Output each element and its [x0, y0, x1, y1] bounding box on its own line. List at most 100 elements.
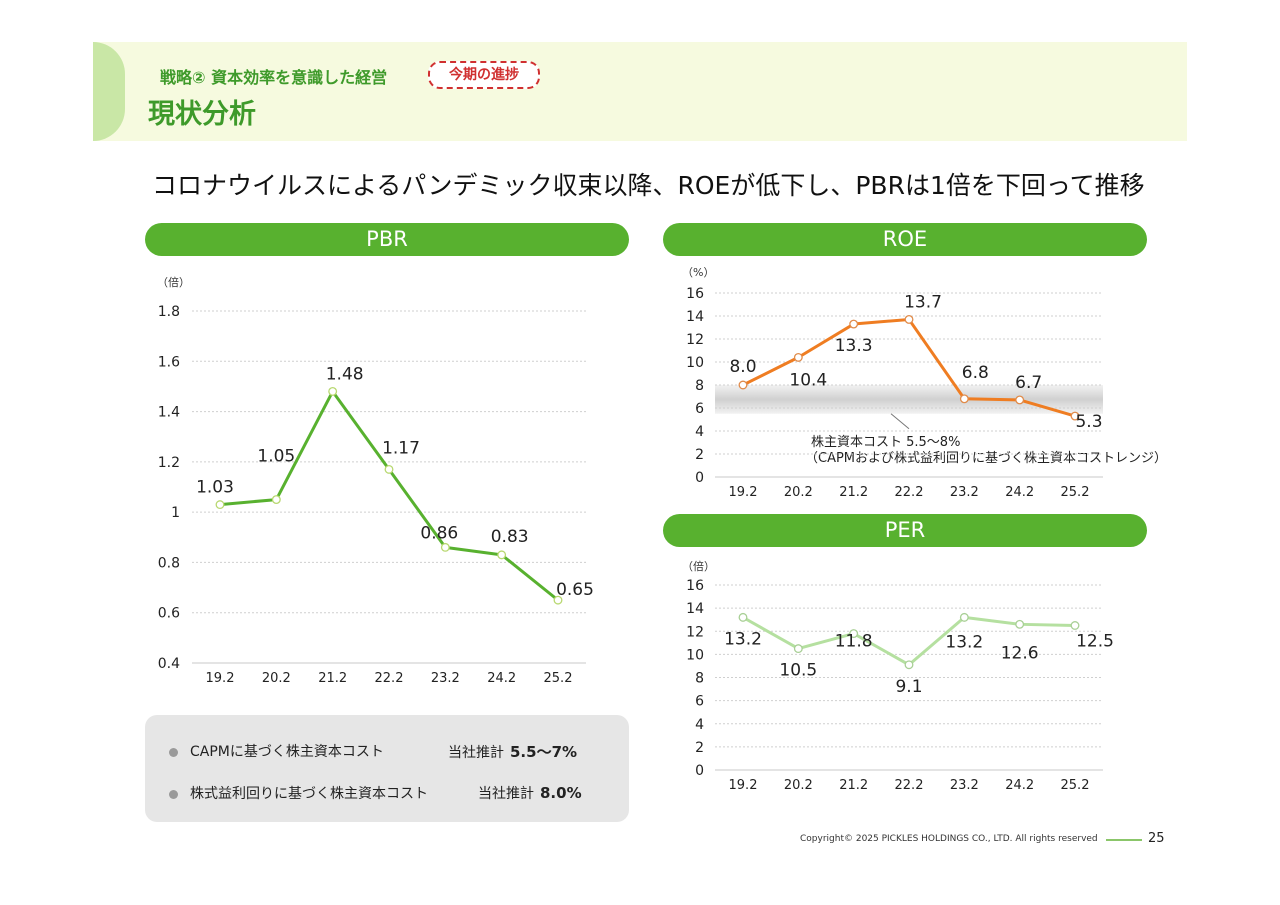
pbr-data-label: 0.65 [556, 580, 594, 600]
band-label: 株主資本コスト 5.5～8% [811, 435, 960, 450]
copyright: Copyright© 2025 PICKLES HOLDINGS CO., LT… [800, 834, 1098, 844]
pbr-x-tick-label: 23.2 [431, 671, 460, 686]
pbr-data-point [553, 595, 563, 605]
note-row-earnings-yield: 株式益利回りに基づく株主資本コスト [169, 783, 428, 803]
pbr-y-tick-label: 1 [171, 505, 180, 521]
per-title-pill: PER [663, 514, 1147, 547]
roe-y-tick-label: 12 [686, 332, 704, 348]
per-data-label: 13.2 [945, 632, 983, 652]
note-prefix: 当社推計 [448, 745, 504, 761]
per-x-tick-label: 19.2 [729, 778, 758, 793]
per-data-point [738, 612, 748, 622]
note-row-capm: CAPMに基づく株主資本コスト [169, 741, 384, 761]
roe-y-tick-label: 16 [686, 286, 704, 302]
section-kicker: 戦略② 資本効率を意識した経営 [160, 68, 388, 87]
pbr-y-tick-label: 0.8 [158, 555, 180, 571]
pbr-y-tick-label: 1.6 [158, 354, 180, 370]
roe-y-tick-label: 0 [695, 470, 704, 486]
roe-data-label: 6.8 [962, 363, 989, 383]
band-sublabel: （CAPMおよび株式益利回りに基づく株主資本コストレンジ） [805, 451, 1167, 466]
roe-data-label: 8.0 [729, 357, 756, 377]
footer-rule [1106, 839, 1142, 841]
per-y-tick-label: 12 [686, 624, 704, 640]
per-y-tick-label: 0 [695, 763, 704, 779]
roe-x-tick-label: 23.2 [950, 485, 979, 500]
per-chart: （倍） 0 2 4 6 8 10 12 14 16 19.2 20.2 21.2 22.2 23.2 24.2… [682, 559, 1114, 793]
pbr-data-point [384, 464, 394, 474]
pbr-y-tick-label: 1.2 [158, 455, 180, 471]
pbr-x-tick-label: 20.2 [262, 671, 291, 686]
roe-y-tick-label: 4 [695, 424, 704, 440]
per-x-tick-label: 25.2 [1061, 778, 1090, 793]
per-y-tick-label: 10 [686, 647, 704, 663]
note-value: 5.5～7% [510, 743, 578, 761]
roe-y-tick-label: 10 [686, 355, 704, 371]
per-data-label: 12.5 [1076, 631, 1114, 651]
roe-unit-label: （%） [682, 266, 714, 279]
roe-chart: （%） 株主資本コスト 5.5～8%（CAPMおよび株式益利回りに基づく株主資本コ… [682, 266, 1167, 500]
per-data-point [849, 629, 859, 639]
pbr-data-label: 1.03 [196, 478, 234, 498]
cost-of-equity-note: CAPMに基づく株主資本コスト 当社推計 5.5～7% 株式益利回りに基づく株主資… [145, 715, 629, 822]
per-x-tick-label: 23.2 [950, 778, 979, 793]
pbr-y-tick-label: 0.6 [158, 606, 180, 622]
per-data-point [1070, 621, 1080, 630]
per-x-tick-label: 21.2 [839, 778, 868, 793]
roe-x-tick-label: 20.2 [784, 485, 813, 500]
bullet-icon [169, 747, 178, 757]
roe-y-tick-label: 8 [695, 378, 704, 394]
per-data-point [793, 644, 803, 654]
pbr-y-tick-label: 1.4 [158, 405, 180, 421]
roe-data-label: 5.3 [1075, 412, 1102, 432]
per-y-tick-label: 14 [686, 601, 704, 617]
per-data-label: 10.5 [779, 661, 817, 681]
pbr-unit-label: （倍） [157, 275, 190, 289]
pbr-series-line [219, 389, 559, 602]
per-y-tick-label: 16 [686, 578, 704, 594]
note-label: 株式益利回りに基づく株主資本コスト [190, 786, 428, 802]
bullet-icon [169, 789, 178, 799]
pbr-data-label: 1.05 [257, 447, 295, 467]
roe-data-label: 10.4 [789, 370, 827, 390]
pbr-x-tick-label: 19.2 [206, 671, 235, 686]
pbr-title-pill: PBR [145, 223, 629, 256]
pbr-data-label: 1.17 [382, 438, 420, 458]
pbr-data-point [215, 500, 225, 510]
roe-x-tick-label: 25.2 [1061, 485, 1090, 500]
note-value-earnings-yield: 当社推計 8.0% [478, 783, 582, 803]
page-title: 現状分析 [148, 99, 256, 130]
per-x-tick-label: 20.2 [784, 778, 813, 793]
page-number: 25 [1148, 831, 1165, 846]
roe-data-point [959, 394, 969, 404]
per-y-tick-label: 4 [695, 717, 704, 733]
pbr-x-tick-label: 25.2 [544, 671, 573, 686]
note-value-capm: 当社推計 5.5～7% [448, 741, 577, 762]
per-x-tick-label: 24.2 [1005, 778, 1034, 793]
per-data-point [959, 612, 969, 622]
roe-y-tick-label: 14 [686, 309, 704, 325]
roe-x-tick-label: 21.2 [839, 485, 868, 500]
per-data-point [904, 660, 914, 670]
per-data-point [1015, 619, 1025, 629]
pbr-y-tick-label: 0.4 [158, 656, 180, 672]
pbr-data-point [440, 542, 450, 552]
roe-y-tick-label: 6 [695, 401, 704, 417]
note-label: CAPMに基づく株主資本コスト [190, 744, 384, 760]
roe-data-point [793, 352, 803, 362]
roe-data-point [1015, 395, 1025, 405]
roe-data-point [1070, 411, 1080, 421]
pbr-x-tick-label: 21.2 [318, 671, 347, 686]
headline: コロナウイルスによるパンデミック収束以降、ROEが低下し、PBRは1倍を下回って… [152, 171, 1145, 200]
pbr-x-tick-label: 24.2 [487, 671, 516, 686]
per-data-label: 9.1 [895, 677, 922, 697]
note-prefix: 当社推計 [478, 786, 534, 802]
pbr-data-point [271, 495, 281, 505]
pbr-data-point [497, 550, 507, 560]
roe-x-tick-label: 22.2 [895, 485, 924, 500]
roe-data-label: 6.7 [1015, 373, 1042, 393]
roe-data-point [849, 319, 859, 329]
per-data-label: 13.2 [724, 629, 762, 649]
pbr-chart: （倍） 0.4 0.6 0.8 1 1.2 1.4 1.6 1.8 19.2 20.2 21.2 22.… [157, 275, 594, 686]
roe-data-label: 13.3 [835, 336, 873, 356]
